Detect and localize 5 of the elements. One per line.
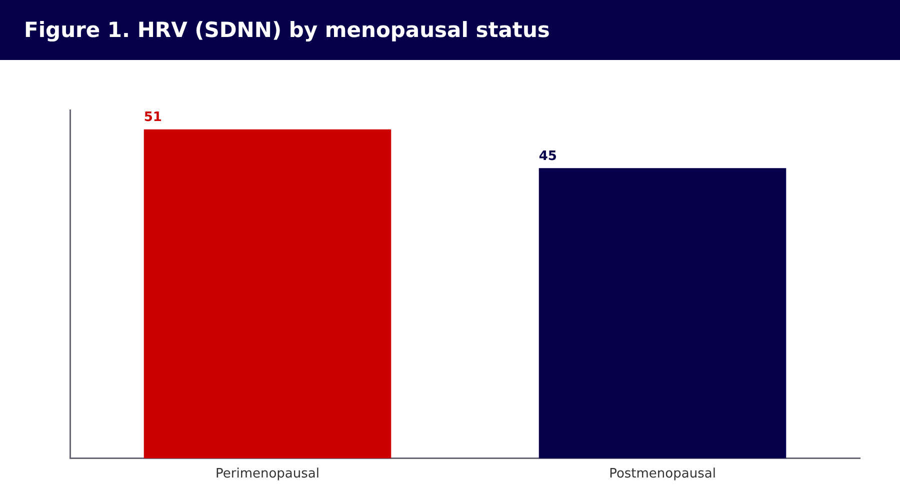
data-label: 51 bbox=[144, 110, 162, 126]
x-tick-label: Postmenopausal bbox=[609, 466, 716, 482]
data-label: 45 bbox=[538, 148, 557, 164]
x-tick-label: Perimenopausal bbox=[216, 466, 320, 482]
chart-title: Figure 1. HRV (SDNN) by menopausal status bbox=[0, 0, 900, 60]
